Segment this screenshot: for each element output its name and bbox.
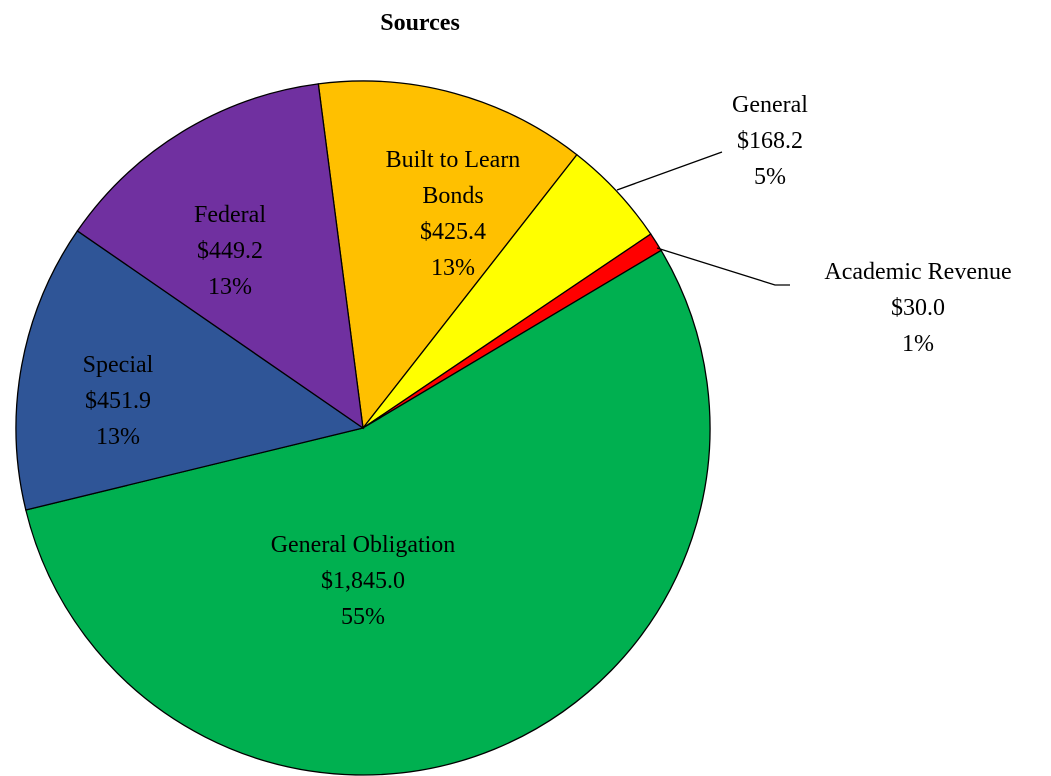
pie-slice <box>76 83 364 430</box>
slice-label: Federal $449.2 13% <box>194 197 266 305</box>
slice-name: General Obligation <box>270 532 456 558</box>
pie-slice <box>25 249 711 776</box>
slice-value: $30.0 <box>891 295 945 321</box>
slice-label: Built to Learn Bonds $425.4 13% <box>366 142 541 286</box>
pie-slice <box>317 80 578 430</box>
pie-slice <box>15 230 365 511</box>
slice-value: $451.9 <box>84 388 151 414</box>
slice-label: General $168.2 5% <box>732 87 808 195</box>
leader-line <box>616 151 723 191</box>
slice-name: General <box>732 92 808 118</box>
slice-name: Federal <box>194 202 266 228</box>
slice-percent: 5% <box>753 164 786 190</box>
slice-percent: 13% <box>431 255 475 281</box>
slice-name: Academic Revenue <box>824 259 1012 285</box>
slice-value: $425.4 <box>420 219 486 245</box>
slice-name: Special <box>82 352 154 378</box>
slice-value: $1,845.0 <box>320 568 405 594</box>
slice-percent: 55% <box>340 604 385 630</box>
slice-percent: 13% <box>208 274 252 300</box>
slice-label: Academic Revenue $30.0 1% <box>824 254 1011 362</box>
slice-value: $168.2 <box>736 128 803 154</box>
slice-label: General Obligation $1,845.0 55% <box>271 527 456 635</box>
leader-line <box>656 247 790 286</box>
slice-name: Built to Learn Bonds <box>385 147 521 209</box>
slice-percent: 1% <box>902 331 934 357</box>
slice-label: Special $451.9 13% <box>83 347 154 455</box>
slice-percent: 13% <box>95 424 140 450</box>
slice-value: $449.2 <box>197 238 263 264</box>
chart-title: Sources <box>380 10 460 36</box>
